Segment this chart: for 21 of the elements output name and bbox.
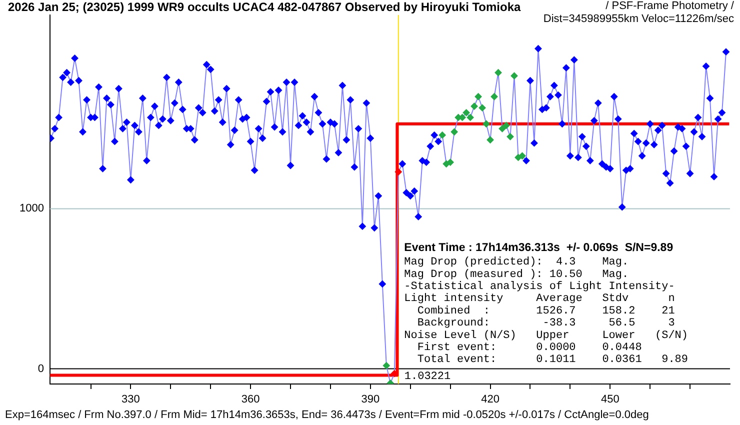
annotation: Mag Drop (measured ): 10.50 Mag.	[404, 268, 629, 281]
chart-title: 2026 Jan 25; (23025) 1999 WR9 occults UCAC4 482-047867 Observed by Hiroyuki Tomioka	[8, 0, 521, 14]
annotation: Light intensity Average Stdv n	[404, 293, 675, 306]
x-tick-label: 360	[241, 394, 260, 406]
x-tick-label: 330	[122, 394, 140, 406]
x-tick-label: 390	[361, 394, 380, 406]
annotation: Mag Drop (predicted): 4.3 Mag.	[404, 256, 629, 269]
annotation: First event: 0.0000 0.0448	[404, 342, 642, 354]
x-tick-label: 420	[481, 394, 500, 406]
x-tick-label: 450	[600, 394, 620, 406]
annotation: Noise Level (N/S) Upper Lower (S/N)	[404, 330, 688, 342]
text: Exp=164msec / Frm No.397.0 / Frm Mid= 17h14m36.3653s, End= 36.4473s / Event=Frm mid -0.0520s +/-0.017s / CctAngle=0.0deg	[5, 409, 649, 421]
annotation: Total event: 0.1011 0.0361 9.89	[404, 354, 688, 366]
annotation: Combined : 1526.7 158.2 21	[404, 305, 676, 318]
y-tick-label: 1000	[20, 202, 44, 215]
chart-subtitle: / PSF-Frame Photometry / Dist=345989955km Veloc=11226m/sec	[542, 0, 734, 26]
y-tick-label: 0	[38, 362, 44, 375]
annotation: Event Time : 17h14m36.313s +/- 0.069s S/N=9.89	[404, 242, 674, 254]
annotation: Background: -38.3 56.5 3	[404, 318, 675, 330]
annotation: -Statistical analysis of Light Intensity-	[404, 281, 675, 294]
annotation: 1.03221	[404, 371, 451, 384]
